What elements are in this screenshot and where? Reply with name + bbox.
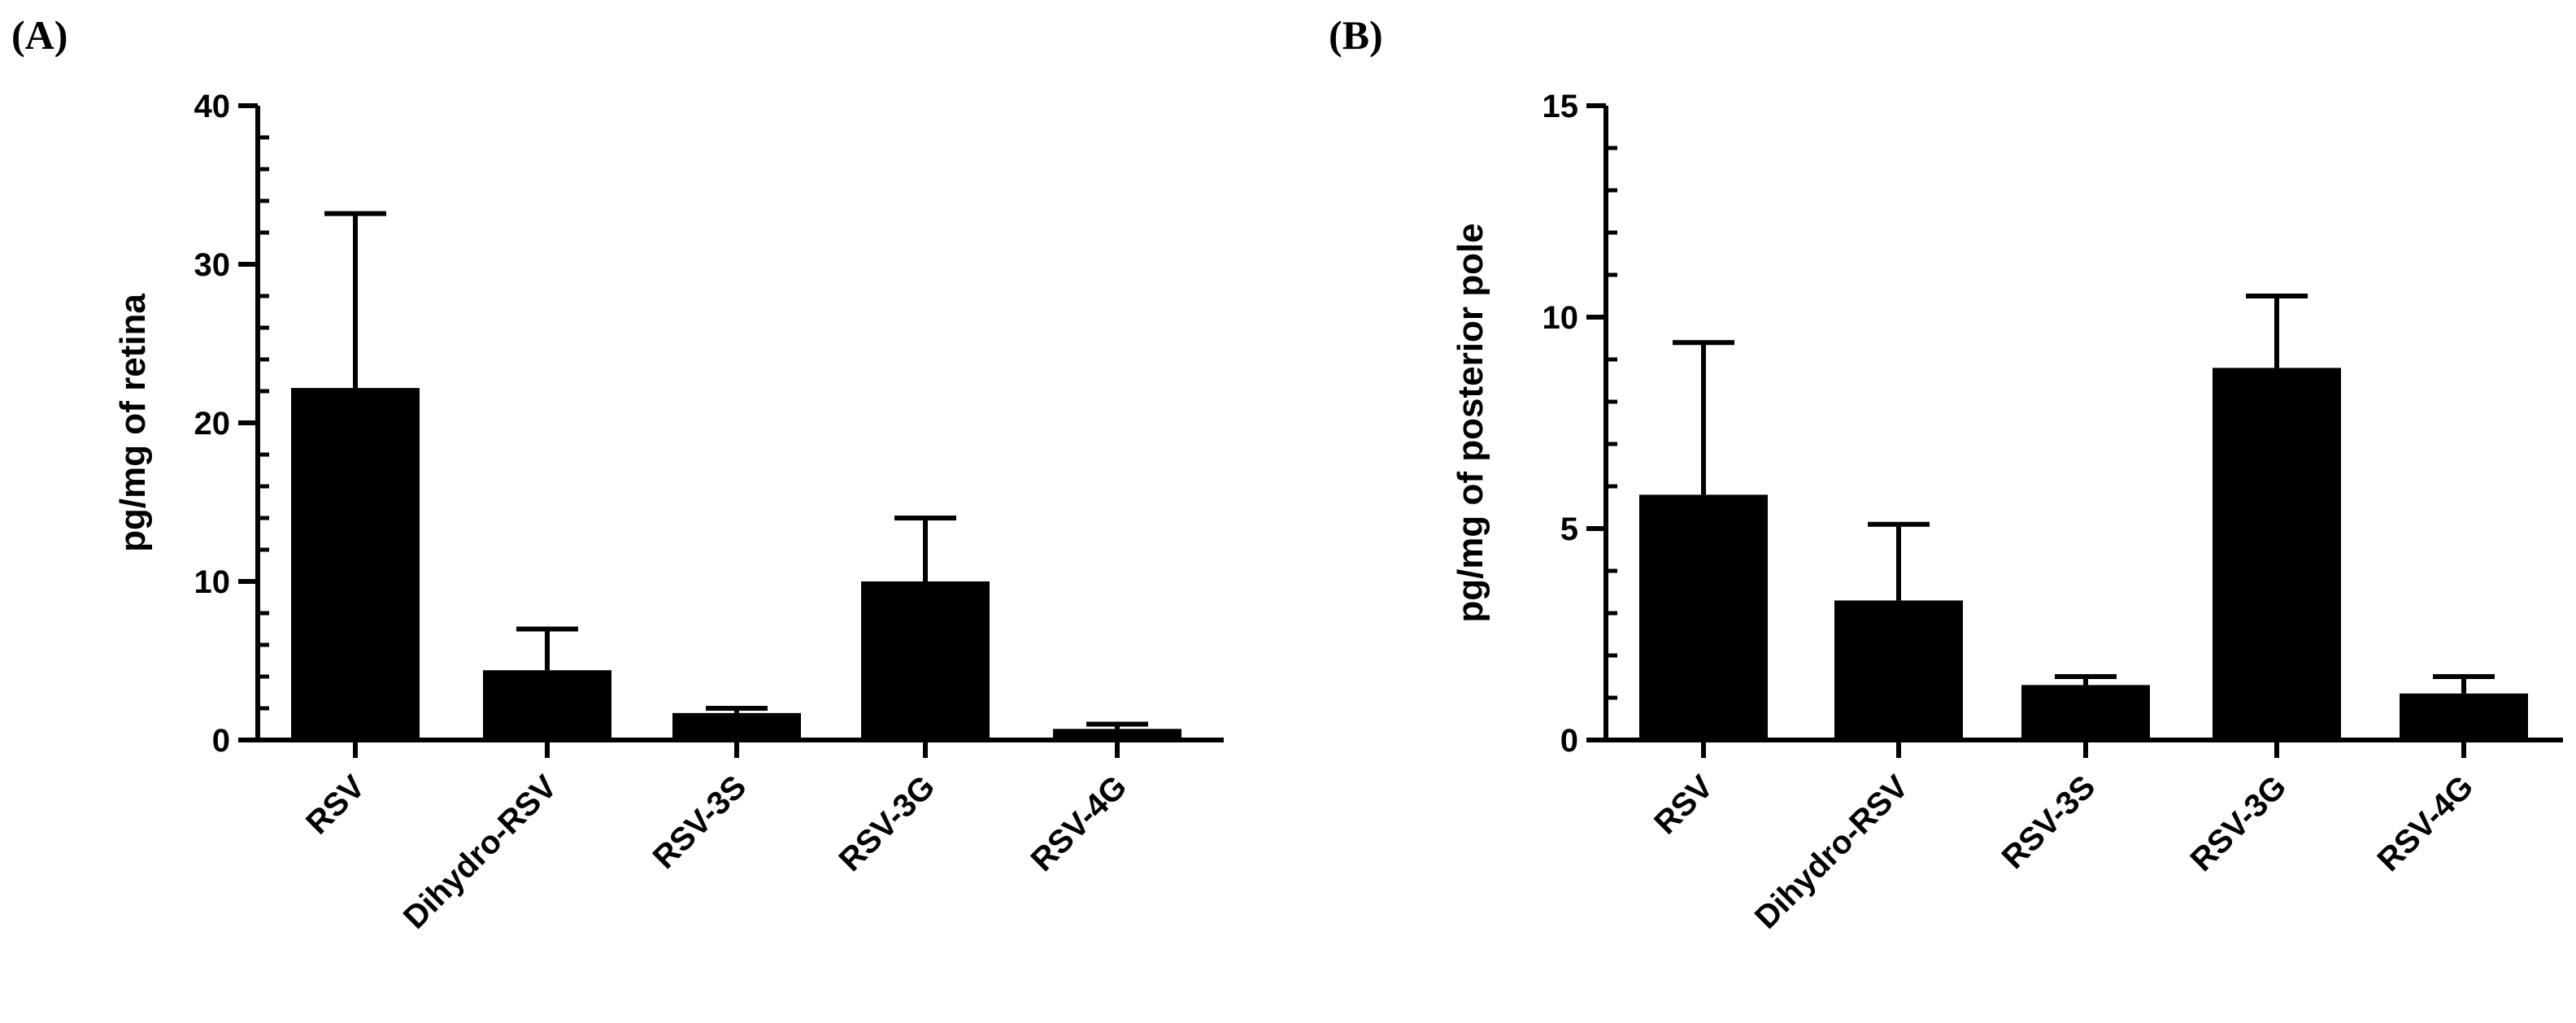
y-tick-label: 10 [194,564,231,600]
category-label: Dihydro-RSV [1748,768,1916,936]
category-label: RSV [1647,768,1720,841]
y-tick-label: 30 [194,247,231,283]
bar [861,581,990,740]
bar [2213,368,2341,740]
bar [1053,729,1181,740]
y-tick-label: 10 [1543,300,1579,336]
bar [2400,693,2528,740]
category-label: RSV-4G [1025,768,1134,878]
y-tick-label: 0 [212,723,230,759]
bar [483,670,611,740]
bar [672,712,801,740]
category-label: RSV-3S [646,768,754,876]
panel-label: (A) [11,12,67,58]
category-label: RSV-4G [2371,768,2481,878]
y-tick-label: 0 [1560,723,1578,759]
panel-label: (B) [1329,12,1383,58]
y-tick-label: 20 [194,406,231,442]
y-tick-label: 40 [194,89,231,124]
category-label: RSV-3G [833,768,942,878]
y-tick-label: 15 [1543,89,1579,124]
y-tick-label: 5 [1560,512,1578,547]
category-label: RSV-3G [2184,768,2294,878]
bar [1639,494,1768,740]
panel-b-chart: (B) 0 5 10 15 pg/mg of posterior pole RSV Dihyd… [1329,12,2563,936]
category-label: Dihydro-RSV [397,768,564,936]
bar [1834,600,1963,740]
bar [291,388,420,740]
category-label: RSV-3S [1995,768,2103,876]
y-axis-title: pg/mg of retina [113,294,153,552]
panel-a-chart: (A) 0 10 20 30 40 pg/mg of retina RSV Dihydro-RS… [11,12,1224,936]
y-axis-title: pg/mg of posterior pole [1451,223,1490,622]
bar [2021,685,2150,740]
category-label: RSV [299,768,372,841]
